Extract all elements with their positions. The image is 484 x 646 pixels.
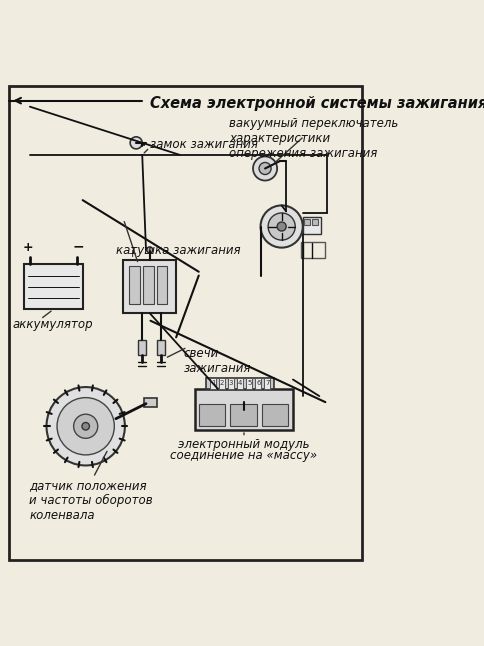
Bar — [129, 266, 140, 304]
Bar — [255, 378, 261, 389]
Circle shape — [46, 387, 125, 466]
Bar — [145, 398, 156, 407]
Circle shape — [260, 205, 303, 247]
Text: 5: 5 — [247, 380, 251, 386]
Text: Схема электронной системы зажигания: Схема электронной системы зажигания — [150, 96, 484, 111]
Bar — [157, 340, 165, 355]
Text: электронный модуль: электронный модуль — [178, 437, 310, 450]
Text: датчик положения
и частоты оборотов
коленвала: датчик положения и частоты оборотов коле… — [29, 479, 153, 522]
Text: 3: 3 — [229, 380, 233, 386]
Circle shape — [130, 137, 142, 149]
Text: катушка зажигания: катушка зажигания — [116, 244, 241, 257]
Bar — [123, 260, 176, 313]
Circle shape — [74, 414, 98, 439]
Bar — [199, 404, 225, 426]
Text: 7: 7 — [265, 380, 270, 386]
Text: 6: 6 — [256, 380, 260, 386]
Bar — [206, 378, 274, 389]
Text: замок зажигания: замок зажигания — [150, 138, 258, 151]
Circle shape — [82, 422, 90, 430]
Bar — [246, 378, 252, 389]
Text: 1: 1 — [211, 380, 215, 386]
Text: вакуумный переключатель
характеристики
опережения зажигания: вакуумный переключатель характеристики о… — [229, 117, 398, 160]
Bar — [230, 404, 257, 426]
Bar — [237, 378, 243, 389]
Text: +: + — [23, 241, 34, 254]
Text: соединение на «массу»: соединение на «массу» — [170, 449, 318, 462]
Circle shape — [277, 222, 286, 231]
Bar — [228, 378, 234, 389]
Bar — [262, 404, 288, 426]
Text: 2: 2 — [220, 380, 224, 386]
Text: 4: 4 — [238, 380, 242, 386]
Circle shape — [57, 398, 114, 455]
Bar — [143, 266, 153, 304]
Text: аккумулятор: аккумулятор — [13, 318, 93, 331]
Bar — [264, 378, 271, 389]
Text: свечи
зажигания: свечи зажигания — [183, 347, 251, 375]
Bar — [195, 389, 293, 430]
Bar — [210, 378, 216, 389]
Bar — [301, 242, 325, 258]
Text: −: − — [72, 240, 84, 254]
Circle shape — [253, 156, 277, 180]
Bar — [219, 378, 225, 389]
Bar — [312, 219, 318, 225]
Circle shape — [147, 247, 153, 253]
Bar — [24, 264, 83, 309]
Bar — [304, 219, 310, 225]
Bar — [138, 340, 146, 355]
Bar — [303, 218, 321, 234]
Circle shape — [259, 162, 271, 174]
Text: +: + — [128, 249, 137, 259]
Circle shape — [268, 213, 295, 240]
Bar — [156, 266, 167, 304]
